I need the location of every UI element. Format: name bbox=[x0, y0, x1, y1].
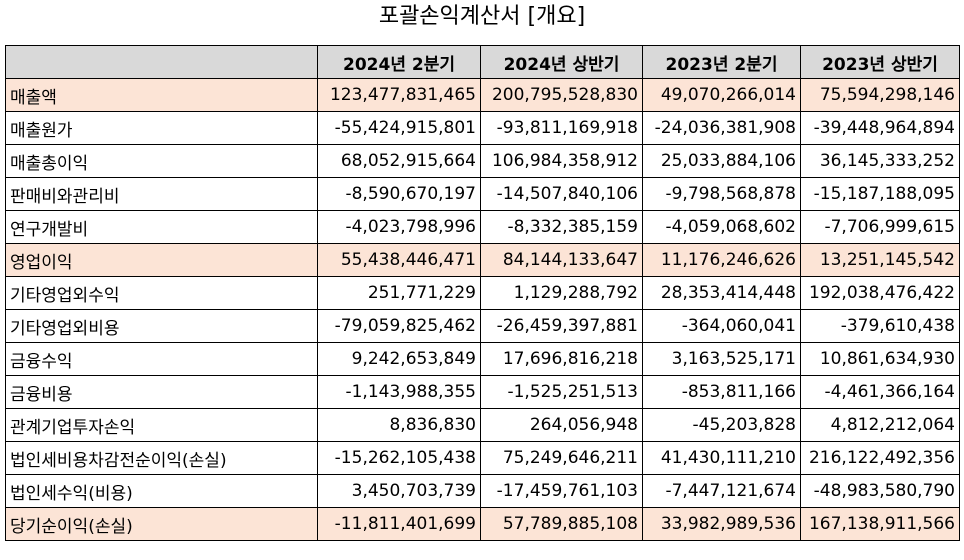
row-value: 3,163,525,171 bbox=[642, 342, 801, 376]
row-label: 금융비용 bbox=[5, 375, 318, 409]
row-value: -7,447,121,674 bbox=[642, 474, 801, 508]
row-value: -17,459,761,103 bbox=[480, 474, 643, 508]
row-value: 75,594,298,146 bbox=[800, 78, 960, 112]
table-row: 연구개발비 -4,023,798,996 -8,332,385,159 -4,059,… bbox=[5, 210, 960, 244]
row-value: 25,033,884,106 bbox=[642, 144, 801, 178]
row-value: -8,332,385,159 bbox=[480, 210, 643, 244]
row-label: 영업이익 bbox=[5, 243, 318, 277]
row-value: 17,696,816,218 bbox=[480, 342, 643, 376]
row-value: 8,836,830 bbox=[317, 408, 481, 442]
table-row: 당기순이익(손실) -11,811,401,699 57,789,885,108 33… bbox=[5, 507, 960, 541]
row-value: 75,249,646,211 bbox=[480, 441, 643, 475]
row-label: 연구개발비 bbox=[5, 210, 318, 244]
row-label: 금융수익 bbox=[5, 342, 318, 376]
row-value: -93,811,169,918 bbox=[480, 111, 643, 145]
row-value: 49,070,266,014 bbox=[642, 78, 801, 112]
row-value: -4,461,366,164 bbox=[800, 375, 960, 409]
row-value: -8,590,670,197 bbox=[317, 177, 481, 211]
table-row: 매출원가 -55,424,915,801 -93,811,169,918 -24,03… bbox=[5, 111, 960, 145]
row-value: -48,983,580,790 bbox=[800, 474, 960, 508]
row-value: 57,789,885,108 bbox=[480, 507, 643, 541]
row-value: -24,036,381,908 bbox=[642, 111, 801, 145]
row-label: 매출원가 bbox=[5, 111, 318, 145]
table-row: 법인세수익(비용) 3,450,703,739 -17,459,761,103 -7,… bbox=[5, 474, 960, 508]
row-value: -11,811,401,699 bbox=[317, 507, 481, 541]
row-label: 매출총이익 bbox=[5, 144, 318, 178]
table-body: 매출액 123,477,831,465 200,795,528,830 49,070,… bbox=[5, 78, 960, 541]
row-value: 106,984,358,912 bbox=[480, 144, 643, 178]
row-label: 매출액 bbox=[5, 78, 318, 112]
table-row: 법인세비용차감전순이익(손실) -15,262,105,438 75,249,646… bbox=[5, 441, 960, 475]
header-cell-2023-h1: 2023년 상반기 bbox=[800, 45, 960, 79]
table-row: 매출총이익 68,052,915,664 106,984,358,912 25,033… bbox=[5, 144, 960, 178]
row-value: 13,251,145,542 bbox=[800, 243, 960, 277]
table-row: 영업이익 55,438,446,471 84,144,133,647 11,176,2… bbox=[5, 243, 960, 277]
row-value: 33,982,989,536 bbox=[642, 507, 801, 541]
row-label: 관계기업투자손익 bbox=[5, 408, 318, 442]
row-value: 68,052,915,664 bbox=[317, 144, 481, 178]
row-label: 당기순이익(손실) bbox=[5, 507, 318, 541]
row-value: 28,353,414,448 bbox=[642, 276, 801, 310]
row-value: -1,143,988,355 bbox=[317, 375, 481, 409]
page-title: 포괄손익계산서 [개요] bbox=[378, 4, 586, 29]
table-row: 관계기업투자손익 8,836,830 264,056,948 -45,203,828 4… bbox=[5, 408, 960, 442]
table-row: 판매비와관리비 -8,590,670,197 -14,507,840,106 -9,7… bbox=[5, 177, 960, 211]
row-value: -26,459,397,881 bbox=[480, 309, 643, 343]
row-value: 123,477,831,465 bbox=[317, 78, 481, 112]
row-value: -15,262,105,438 bbox=[317, 441, 481, 475]
header-cell-2024-h1: 2024년 상반기 bbox=[480, 45, 643, 79]
row-value: 3,450,703,739 bbox=[317, 474, 481, 508]
row-value: -4,059,068,602 bbox=[642, 210, 801, 244]
row-value: -4,023,798,996 bbox=[317, 210, 481, 244]
row-label: 기타영업외비용 bbox=[5, 309, 318, 343]
row-label: 판매비와관리비 bbox=[5, 177, 318, 211]
row-value: -14,507,840,106 bbox=[480, 177, 643, 211]
row-value: 264,056,948 bbox=[480, 408, 643, 442]
row-value: -7,706,999,615 bbox=[800, 210, 960, 244]
row-value: -15,187,188,095 bbox=[800, 177, 960, 211]
row-value: 41,430,111,210 bbox=[642, 441, 801, 475]
row-value: -79,059,825,462 bbox=[317, 309, 481, 343]
row-value: 1,129,288,792 bbox=[480, 276, 643, 310]
row-label: 법인세비용차감전순이익(손실) bbox=[5, 441, 318, 475]
header-cell-label bbox=[5, 45, 318, 79]
row-value: -39,448,964,894 bbox=[800, 111, 960, 145]
row-label: 법인세수익(비용) bbox=[5, 474, 318, 508]
row-value: 36,145,333,252 bbox=[800, 144, 960, 178]
row-value: 9,242,653,849 bbox=[317, 342, 481, 376]
row-value: 11,176,246,626 bbox=[642, 243, 801, 277]
row-value: -45,203,828 bbox=[642, 408, 801, 442]
header-row: 2024년 2분기 2024년 상반기 2023년 2분기 2023년 상반기 bbox=[5, 45, 960, 79]
table-row: 기타영업외수익 251,771,229 1,129,288,792 28,353,41… bbox=[5, 276, 960, 310]
row-value: 4,812,212,064 bbox=[800, 408, 960, 442]
row-value: 10,861,634,930 bbox=[800, 342, 960, 376]
row-label: 기타영업외수익 bbox=[5, 276, 318, 310]
row-value: -364,060,041 bbox=[642, 309, 801, 343]
table-row: 금융비용 -1,143,988,355 -1,525,251,513 -853,811… bbox=[5, 375, 960, 409]
income-statement-table: 2024년 2분기 2024년 상반기 2023년 2분기 2023년 상반기 … bbox=[5, 45, 960, 541]
row-value: 192,038,476,422 bbox=[800, 276, 960, 310]
row-value: 55,438,446,471 bbox=[317, 243, 481, 277]
table-row: 금융수익 9,242,653,849 17,696,816,218 3,163,525… bbox=[5, 342, 960, 376]
row-value: -1,525,251,513 bbox=[480, 375, 643, 409]
table-row: 매출액 123,477,831,465 200,795,528,830 49,070,… bbox=[5, 78, 960, 112]
row-value: 84,144,133,647 bbox=[480, 243, 643, 277]
row-value: 200,795,528,830 bbox=[480, 78, 643, 112]
row-value: 167,138,911,566 bbox=[800, 507, 960, 541]
row-value: -55,424,915,801 bbox=[317, 111, 481, 145]
header-cell-2023-q2: 2023년 2분기 bbox=[642, 45, 801, 79]
row-value: -379,610,438 bbox=[800, 309, 960, 343]
row-value: -853,811,166 bbox=[642, 375, 801, 409]
row-value: 251,771,229 bbox=[317, 276, 481, 310]
table-row: 기타영업외비용 -79,059,825,462 -26,459,397,881 -36… bbox=[5, 309, 960, 343]
row-value: 216,122,492,356 bbox=[800, 441, 960, 475]
header-cell-2024-q2: 2024년 2분기 bbox=[317, 45, 481, 79]
row-value: -9,798,568,878 bbox=[642, 177, 801, 211]
